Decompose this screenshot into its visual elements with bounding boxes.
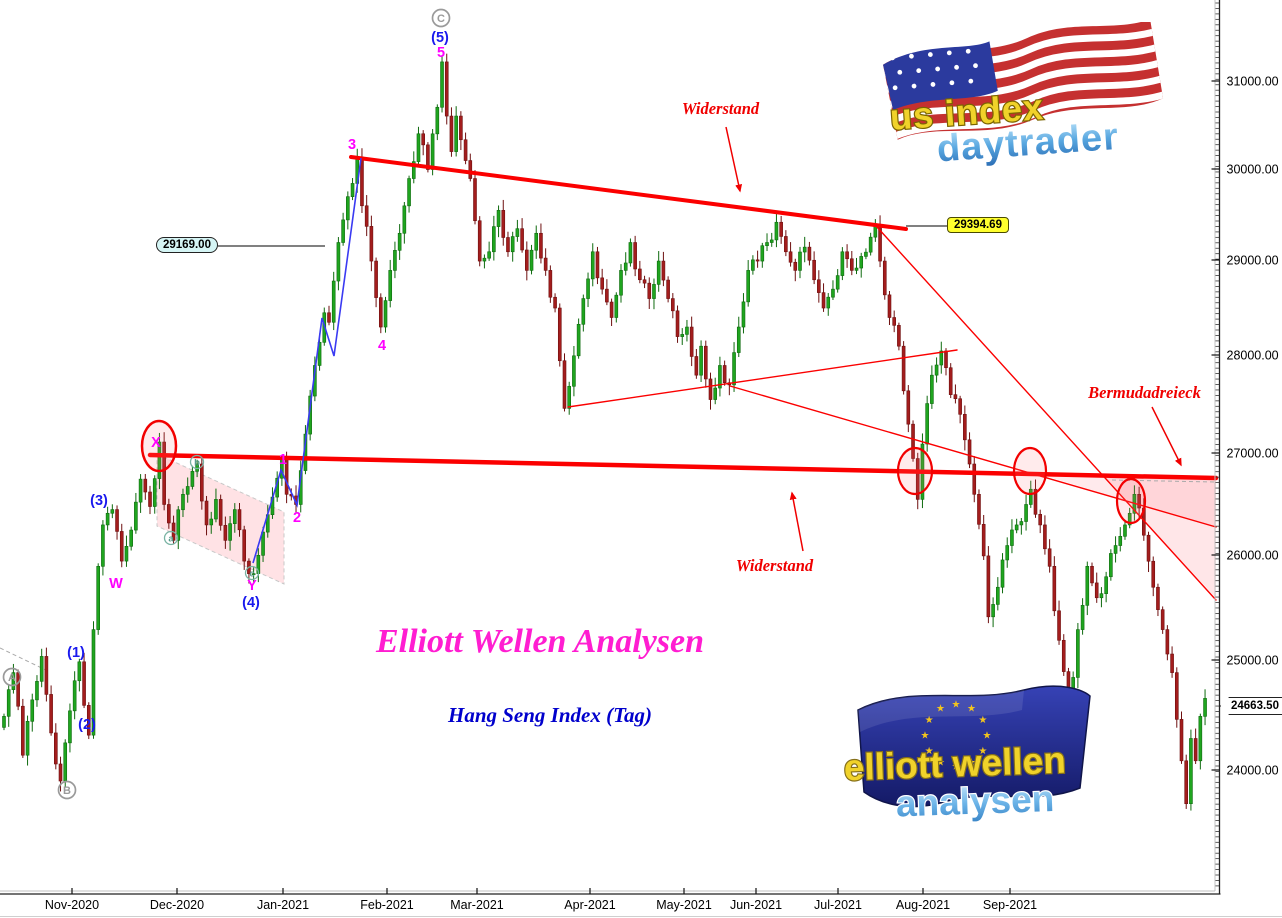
triangle-upper-line[interactable] bbox=[567, 349, 958, 408]
last-price-marker: 24663.50 bbox=[1220, 697, 1282, 715]
bermuda-triangle-label: Bermudadreieck bbox=[1088, 383, 1201, 402]
svg-text:★: ★ bbox=[952, 762, 961, 773]
circled-subwave-letter: a bbox=[168, 534, 174, 545]
x-axis-tick-label: Mar-2021 bbox=[450, 898, 504, 912]
annotation-arrow bbox=[789, 491, 804, 552]
touch-circle-1[interactable] bbox=[896, 446, 934, 496]
svg-text:★: ★ bbox=[925, 746, 934, 757]
y-axis-tick-label: 27000.00 bbox=[1227, 447, 1279, 461]
svg-text:★: ★ bbox=[978, 746, 987, 757]
wave-label: 4 bbox=[378, 338, 386, 354]
y-axis-tick-label: 24000.00 bbox=[1227, 764, 1279, 778]
price-level-tag[interactable]: 29169.00 bbox=[156, 237, 218, 253]
dashed-guide-line bbox=[0, 647, 51, 673]
x-axis-tick-label: Nov-2020 bbox=[45, 898, 99, 912]
resistance-upper-line[interactable] bbox=[349, 155, 908, 231]
wave-degree-label: (4) bbox=[242, 595, 260, 611]
logo-text-analysen: analysen bbox=[895, 778, 1055, 825]
x-axis-tick-label: Jul-2021 bbox=[814, 898, 862, 912]
circled-subwave-label bbox=[189, 454, 205, 470]
trendline-value-tag[interactable]: 29394.69 bbox=[947, 217, 1009, 233]
svg-text:★: ★ bbox=[921, 731, 930, 742]
x-wave-circle[interactable] bbox=[140, 419, 178, 473]
circled-wave-label bbox=[431, 8, 451, 28]
svg-text:★: ★ bbox=[967, 757, 976, 768]
x-axis-tick-label: Aug-2021 bbox=[896, 898, 950, 912]
wave-label: X bbox=[151, 435, 161, 451]
us-index-daytrader-logo: us index daytrader bbox=[870, 19, 1190, 172]
svg-text:★: ★ bbox=[925, 715, 934, 726]
wave-label: W bbox=[109, 576, 123, 592]
wave-label: 1 bbox=[279, 452, 287, 468]
x-axis-tick-label: Jun-2021 bbox=[730, 898, 782, 912]
y-axis-tick-label: 30000.00 bbox=[1227, 163, 1279, 177]
y-axis-tick-label: 25000.00 bbox=[1227, 654, 1279, 668]
y-axis-tick-label: 31000.00 bbox=[1227, 75, 1279, 89]
instrument-subtitle: Hang Seng Index (Tag) bbox=[447, 703, 652, 727]
y-axis-tick-label: 29000.00 bbox=[1227, 254, 1279, 268]
resistance-label-upper: Widerstand bbox=[681, 99, 760, 118]
annotation-arrow bbox=[1151, 406, 1182, 467]
circled-wave-letter: B bbox=[63, 785, 71, 797]
circled-wave-label bbox=[57, 780, 77, 800]
wave-degree-label: (1) bbox=[67, 645, 85, 661]
svg-text:★: ★ bbox=[952, 700, 961, 711]
circled-wave-letter: C bbox=[437, 13, 445, 25]
wave-label: 3 bbox=[348, 137, 356, 153]
circled-subwave-label bbox=[244, 565, 260, 581]
x-axis-tick-label: Feb-2021 bbox=[360, 898, 414, 912]
touch-circle-3[interactable] bbox=[1115, 477, 1147, 525]
svg-text:★: ★ bbox=[978, 715, 987, 726]
resistance-lower-line[interactable] bbox=[147, 452, 1219, 481]
dashed-guide-line bbox=[1111, 479, 1215, 483]
touch-circle-2[interactable] bbox=[1012, 446, 1048, 496]
wave-degree-label: (3) bbox=[90, 493, 108, 509]
wave-label: 2 bbox=[293, 510, 301, 526]
us-flag-icon bbox=[875, 19, 1167, 141]
y-axis-tick-label: 28000.00 bbox=[1227, 349, 1279, 363]
x-axis-tick-label: Sep-2021 bbox=[983, 898, 1037, 912]
x-axis-tick-label: Jan-2021 bbox=[257, 898, 309, 912]
annotation-arrow bbox=[725, 126, 743, 193]
svg-text:★: ★ bbox=[967, 704, 976, 715]
circled-subwave-label bbox=[163, 530, 179, 546]
resistance-label-lower: Widerstand bbox=[735, 556, 814, 575]
wave-degree-label: (2) bbox=[78, 717, 96, 733]
elliott-wellen-analysen-logo: ★ ★ ★ ★ ★ ★ ★ ★ ★ ★ ★ ★ elliott wellen analysen bbox=[838, 676, 1113, 826]
fan-steep-line[interactable] bbox=[876, 226, 1217, 601]
svg-text:★: ★ bbox=[936, 757, 945, 768]
svg-text:★: ★ bbox=[936, 704, 945, 715]
circled-subwave-letter: b bbox=[194, 458, 200, 469]
circled-wave-letter: A bbox=[8, 672, 16, 684]
circled-subwave-letter: c bbox=[249, 569, 254, 580]
wave-label: Y bbox=[247, 578, 257, 594]
x-axis-tick-label: Dec-2020 bbox=[150, 898, 204, 912]
x-axis-tick-label: Apr-2021 bbox=[564, 898, 615, 912]
eu-flag-icon: ★ ★★★★★★★★★★★ bbox=[857, 685, 1091, 808]
circled-wave-label bbox=[2, 667, 22, 687]
logo-text-elliott-wellen: elliott wellen bbox=[843, 740, 1066, 789]
triangle-lower-line[interactable] bbox=[729, 385, 1217, 528]
svg-text:★: ★ bbox=[983, 731, 992, 742]
wave-label: 5 bbox=[437, 45, 445, 61]
x-axis-tick-label: May-2021 bbox=[656, 898, 712, 912]
page-title: Elliott Wellen Analysen bbox=[375, 623, 705, 660]
y-axis-tick-label: 26000.00 bbox=[1227, 549, 1279, 563]
elliott-wave-path-line bbox=[252, 157, 362, 564]
wave-degree-label: (5) bbox=[431, 30, 449, 46]
